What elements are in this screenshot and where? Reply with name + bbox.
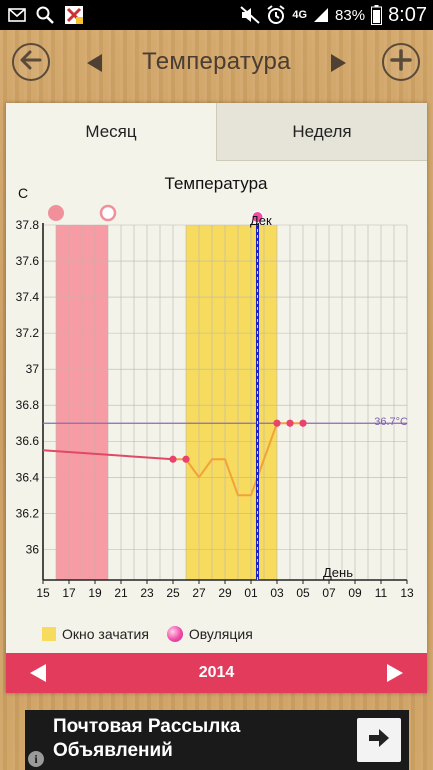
chart-axes: [42, 223, 408, 584]
ad-banner[interactable]: Почтовая Рассылка Объявлений i: [25, 710, 409, 770]
view-tabs: Месяц Неделя: [6, 103, 427, 161]
data-point-marker: [169, 455, 177, 463]
status-bar: 4G 83% 8:07: [0, 0, 433, 30]
search-icon: [36, 6, 54, 24]
ovulation-dot-icon: [166, 626, 183, 642]
data-point-marker: [286, 419, 294, 427]
x-tick-label: 29: [218, 586, 232, 600]
x-tick-label: 13: [400, 586, 414, 600]
clock: 8:07: [388, 3, 427, 26]
x-tick-label: 01: [244, 586, 258, 600]
tab-week[interactable]: Неделя: [217, 103, 427, 161]
ovulation-label: Овуляция: [188, 626, 253, 642]
notification-x-icon: [64, 5, 84, 25]
chart-title: Температура: [165, 174, 269, 193]
chart-series: [42, 419, 307, 497]
fertile-window-label: Окно зачатия: [62, 626, 149, 642]
y-tick-label: 37.8: [16, 218, 40, 232]
y-tick-label: 37.4: [16, 290, 40, 304]
mail-icon: [8, 8, 26, 22]
alarm-icon: [266, 5, 286, 25]
x-tick-label: 23: [140, 586, 154, 600]
fertile-window-swatch: [42, 627, 56, 641]
x-tick-label: 07: [322, 586, 336, 600]
y-tick-label: 37.2: [16, 326, 40, 340]
period-end-marker[interactable]: [99, 204, 117, 222]
ovulation-marker: [251, 211, 264, 223]
fertile-window-band: [186, 225, 277, 580]
y-axis-label: C: [18, 185, 28, 201]
content-panel: Месяц Неделя 37.8 37.6 37.4 37.2 37 36.8 36.6 3…: [6, 103, 427, 693]
previous-year-button[interactable]: [30, 664, 46, 682]
previous-metric-button[interactable]: [87, 54, 102, 72]
x-tick-label: 21: [114, 586, 128, 600]
temperature-chart[interactable]: 37.8 37.6 37.4 37.2 37 36.8 36.6 36.4 36.2 36 15 17…: [6, 161, 427, 623]
mute-icon: [240, 6, 261, 24]
month-marker: Дек: [250, 213, 272, 228]
x-axis-label: День: [323, 565, 353, 580]
chart-bands: [56, 225, 277, 580]
data-point-marker: [182, 455, 190, 463]
chart-labels: 37.8 37.6 37.4 37.2 37 36.8 36.6 36.4 36.2 36 15 17…: [16, 218, 414, 600]
x-tick-label: 11: [375, 586, 388, 600]
period-start-marker[interactable]: [48, 205, 64, 221]
y-tick-label: 36.4: [16, 470, 40, 484]
x-tick-label: 27: [192, 586, 206, 600]
y-tick-label: 37.6: [16, 254, 40, 268]
x-tick-label: 25: [166, 586, 180, 600]
data-point-marker: [299, 419, 307, 427]
add-button[interactable]: [382, 43, 420, 81]
today-line: [48, 204, 264, 580]
page-title: Температура: [142, 48, 291, 75]
arrow-right-icon: [368, 728, 390, 752]
x-tick-label: 03: [270, 586, 284, 600]
plus-icon: [390, 49, 412, 75]
back-arrow-icon: [20, 50, 42, 74]
reference-line-label: 36.7°C: [374, 416, 408, 428]
next-metric-button[interactable]: [331, 54, 346, 72]
ad-open-button[interactable]: [357, 718, 401, 762]
temperature-line-early: [42, 449, 174, 461]
signal-icon: [313, 7, 329, 23]
y-tick-label: 36: [26, 542, 40, 556]
x-tick-label: 19: [88, 586, 102, 600]
back-button[interactable]: [12, 43, 50, 81]
battery-percent: 83%: [335, 6, 366, 24]
x-tick-label: 05: [296, 586, 310, 600]
ad-info-icon[interactable]: i: [28, 751, 44, 767]
y-tick-label: 36.6: [16, 434, 40, 448]
chart-legend: Окно зачатия Овуляция: [42, 626, 253, 642]
data-point-marker: [273, 419, 281, 427]
x-tick-label: 09: [348, 586, 362, 600]
tab-month[interactable]: Месяц: [6, 103, 217, 161]
temperature-line-late: [173, 422, 303, 497]
year-label: 2014: [198, 664, 235, 681]
year-navigation-bar: 2014: [6, 653, 427, 693]
y-tick-label: 36.2: [16, 506, 40, 520]
y-tick-label: 36.8: [16, 398, 40, 412]
x-tick-label: 15: [36, 586, 50, 600]
app-header: Температура: [0, 30, 433, 94]
battery-icon: [371, 5, 383, 25]
y-tick-label: 37: [26, 362, 40, 376]
ad-title[interactable]: Почтовая Рассылка Объявлений: [53, 716, 241, 761]
x-tick-label: 17: [62, 586, 76, 600]
next-year-button[interactable]: [387, 664, 403, 682]
network-type: 4G: [292, 9, 308, 21]
